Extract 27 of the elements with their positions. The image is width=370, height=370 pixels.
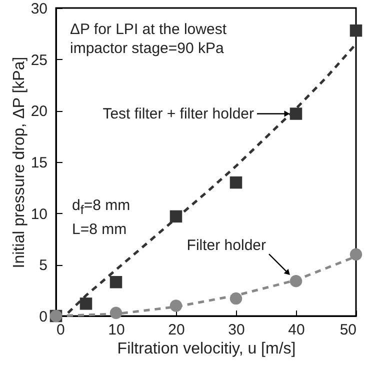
x-tick-label: 10 <box>108 322 125 338</box>
x-tick-label: 50 <box>340 322 356 338</box>
y-tick-label: 30 <box>30 0 48 18</box>
line-series <box>66 42 358 314</box>
point <box>350 248 362 261</box>
annotation: Filter holder <box>186 237 266 254</box>
point <box>290 108 302 120</box>
y-axis-title: Initial pressure drop, ΔP [kPa] <box>10 56 28 268</box>
y-tick-label: 0 <box>39 308 48 326</box>
y-tick-label: 20 <box>30 103 48 120</box>
x-axis-title: Filtration velocitiy, u [m/s] <box>117 340 296 358</box>
annotation: d$_{f}$=8 mm L=8 mm <box>72 196 132 239</box>
y-tick-label: 25 <box>30 52 48 69</box>
point <box>110 276 122 288</box>
point <box>230 176 242 189</box>
y-tick-label: 10 <box>30 206 48 223</box>
annotation: Test filter + filter holder <box>102 106 254 123</box>
x-tick-label: 20 <box>168 322 185 338</box>
y-tick-label: 15 <box>30 154 48 172</box>
x-tick-label: 0 <box>56 322 65 338</box>
y-tick-label: 5 <box>39 257 48 274</box>
point <box>110 306 122 320</box>
point <box>80 298 92 310</box>
annotation: ΔP for LPI at the lowest impactor stage=90 kPa <box>70 20 228 58</box>
x-tick-label: 40 <box>288 322 305 338</box>
point <box>350 24 362 37</box>
x-tick-label: 30 <box>228 322 245 338</box>
